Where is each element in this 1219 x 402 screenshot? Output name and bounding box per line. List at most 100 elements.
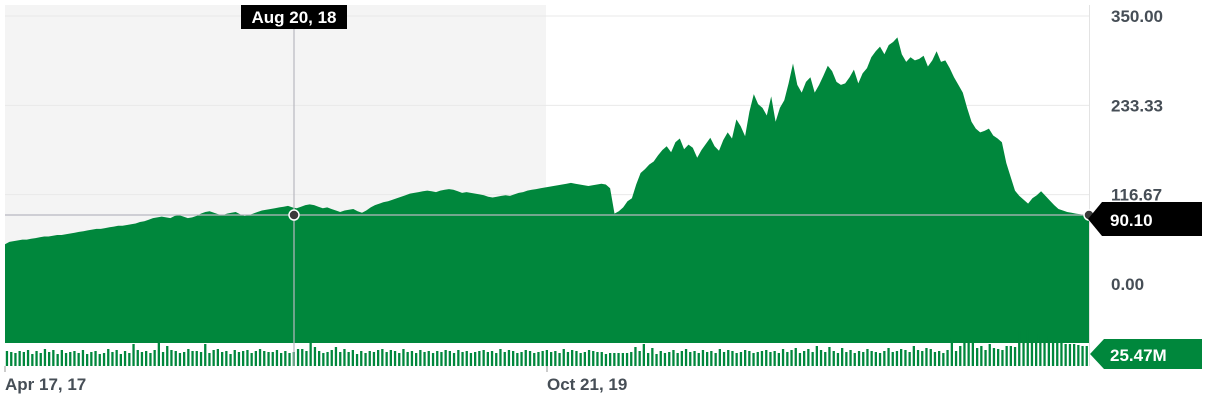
volume-bar xyxy=(35,351,38,366)
volume-bar xyxy=(351,350,354,366)
volume-bar xyxy=(90,352,93,366)
volume-bar xyxy=(254,351,257,366)
price-area xyxy=(5,37,1089,367)
volume-bar xyxy=(701,350,705,366)
volume-bar xyxy=(638,351,641,366)
volume-bar xyxy=(415,353,418,366)
volume-bar xyxy=(596,352,599,366)
volume-bar xyxy=(326,352,329,366)
volume-bar xyxy=(971,342,974,366)
volume-bar xyxy=(372,352,376,366)
volume-bar xyxy=(250,353,253,366)
volume-bar xyxy=(773,351,776,366)
volume-bar xyxy=(339,352,342,366)
volume-bar xyxy=(819,350,823,366)
volume-bar xyxy=(322,353,325,366)
volume-bar xyxy=(870,351,873,366)
volume-bar xyxy=(237,352,241,366)
volume-bar xyxy=(744,350,747,366)
volume-bar xyxy=(583,352,586,366)
volume-bar xyxy=(786,352,789,366)
volume-bar xyxy=(69,352,72,366)
volume-bar xyxy=(406,352,409,366)
volume-bar xyxy=(482,350,485,366)
volume-bar xyxy=(739,352,743,366)
volume-bar xyxy=(676,353,679,366)
volume-bar xyxy=(398,353,401,366)
volume-bar xyxy=(895,351,899,366)
volume-bar xyxy=(845,352,848,366)
volume-bar xyxy=(507,350,511,366)
volume-bar xyxy=(174,351,177,366)
volume-bar xyxy=(950,338,953,366)
volume-bar xyxy=(77,353,80,366)
volume-bar xyxy=(423,352,426,366)
volume-bar xyxy=(145,351,148,366)
volume-bar xyxy=(878,353,882,366)
volume-bar xyxy=(364,353,367,366)
volume-bar xyxy=(208,353,211,366)
volume-bar xyxy=(288,353,291,366)
volume-bar xyxy=(680,351,683,366)
volume-bar xyxy=(267,352,270,366)
volume-bar xyxy=(271,352,274,366)
volume-bar xyxy=(765,350,768,366)
volume-bar xyxy=(520,352,523,366)
volume-bar xyxy=(334,347,338,366)
volume-bar xyxy=(233,350,236,366)
volume-bar xyxy=(1047,336,1050,366)
volume-bar xyxy=(43,349,47,366)
volume-bar xyxy=(136,350,139,366)
volume-bar xyxy=(1013,347,1017,366)
volume-bar xyxy=(170,350,173,366)
volume-bar xyxy=(1009,346,1012,366)
volume-bar xyxy=(735,353,738,366)
volume-bar xyxy=(554,351,557,366)
volume-bar xyxy=(579,353,582,366)
volume-bar xyxy=(229,354,232,366)
volume-bar xyxy=(1081,346,1084,366)
volume-bar xyxy=(988,344,991,366)
volume-bar xyxy=(748,351,751,366)
volume-bar xyxy=(558,353,561,366)
price-flag: 90.10 xyxy=(1088,202,1202,236)
volume-bar xyxy=(140,352,144,366)
volume-bar xyxy=(562,349,565,366)
y-tick-label: 0.00 xyxy=(1111,275,1144,294)
volume-bar xyxy=(617,353,620,366)
volume-bar xyxy=(212,350,215,366)
volume-bars xyxy=(5,301,1089,366)
volume-bar xyxy=(149,353,152,366)
volume-bar xyxy=(803,351,806,366)
volume-bar xyxy=(516,353,519,366)
volume-bar xyxy=(98,354,101,366)
volume-bar xyxy=(1043,338,1046,366)
volume-bar xyxy=(284,351,287,366)
volume-bar xyxy=(385,352,388,366)
volume-bar xyxy=(48,352,51,366)
volume-bar xyxy=(31,354,34,366)
volume-bar xyxy=(722,352,726,366)
volume-bar xyxy=(689,352,692,366)
volume-bar xyxy=(161,352,165,366)
volume-bar xyxy=(461,352,464,366)
volume-bar xyxy=(874,352,877,366)
volume-bar xyxy=(503,352,506,366)
volume-bar xyxy=(807,349,810,366)
crosshair-point xyxy=(288,209,300,221)
volume-bar xyxy=(305,351,308,366)
volume-bar xyxy=(883,351,886,366)
volume-bar xyxy=(1022,301,1025,366)
volume-bar xyxy=(275,350,279,366)
volume-bar xyxy=(604,354,608,366)
y-tick-label: 233.33 xyxy=(1111,96,1163,115)
y-tick-label: 350.00 xyxy=(1111,7,1163,26)
volume-bar xyxy=(684,349,688,366)
volume-bar xyxy=(309,341,312,366)
volume-bar xyxy=(280,353,283,366)
volume-bar xyxy=(225,351,228,366)
volume-bar xyxy=(18,351,21,366)
volume-bar xyxy=(756,352,759,366)
volume-bar xyxy=(925,348,928,366)
